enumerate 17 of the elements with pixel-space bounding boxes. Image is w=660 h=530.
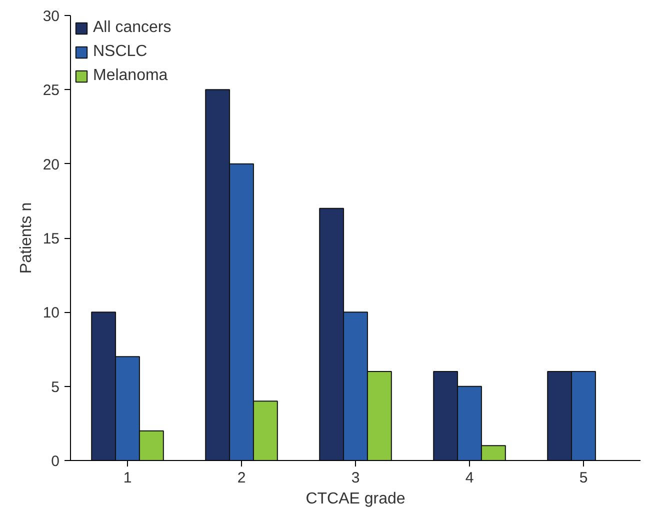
legend-label: NSCLC [93,43,148,61]
y-tick-label: 15 [42,230,60,248]
x-tick-label: 2 [237,470,246,486]
y-tick-label: 30 [42,8,60,25]
y-tick-label: 5 [51,378,60,396]
legend-label: All cancers [93,19,172,37]
y-tick-label: 20 [42,156,60,174]
x-tick-label: 3 [351,470,360,486]
x-tick-label: 4 [465,470,474,486]
x-axis-title: CTCAE grade [306,490,406,508]
legend-label: Melanoma [93,67,168,85]
y-tick-label: 0 [51,453,60,470]
y-tick-label: 25 [42,82,60,100]
x-tick-label: 1 [123,470,132,486]
x-tick-label: 5 [579,470,588,486]
y-tick-label: 10 [42,304,60,322]
y-axis-title: Patients n [18,202,35,274]
